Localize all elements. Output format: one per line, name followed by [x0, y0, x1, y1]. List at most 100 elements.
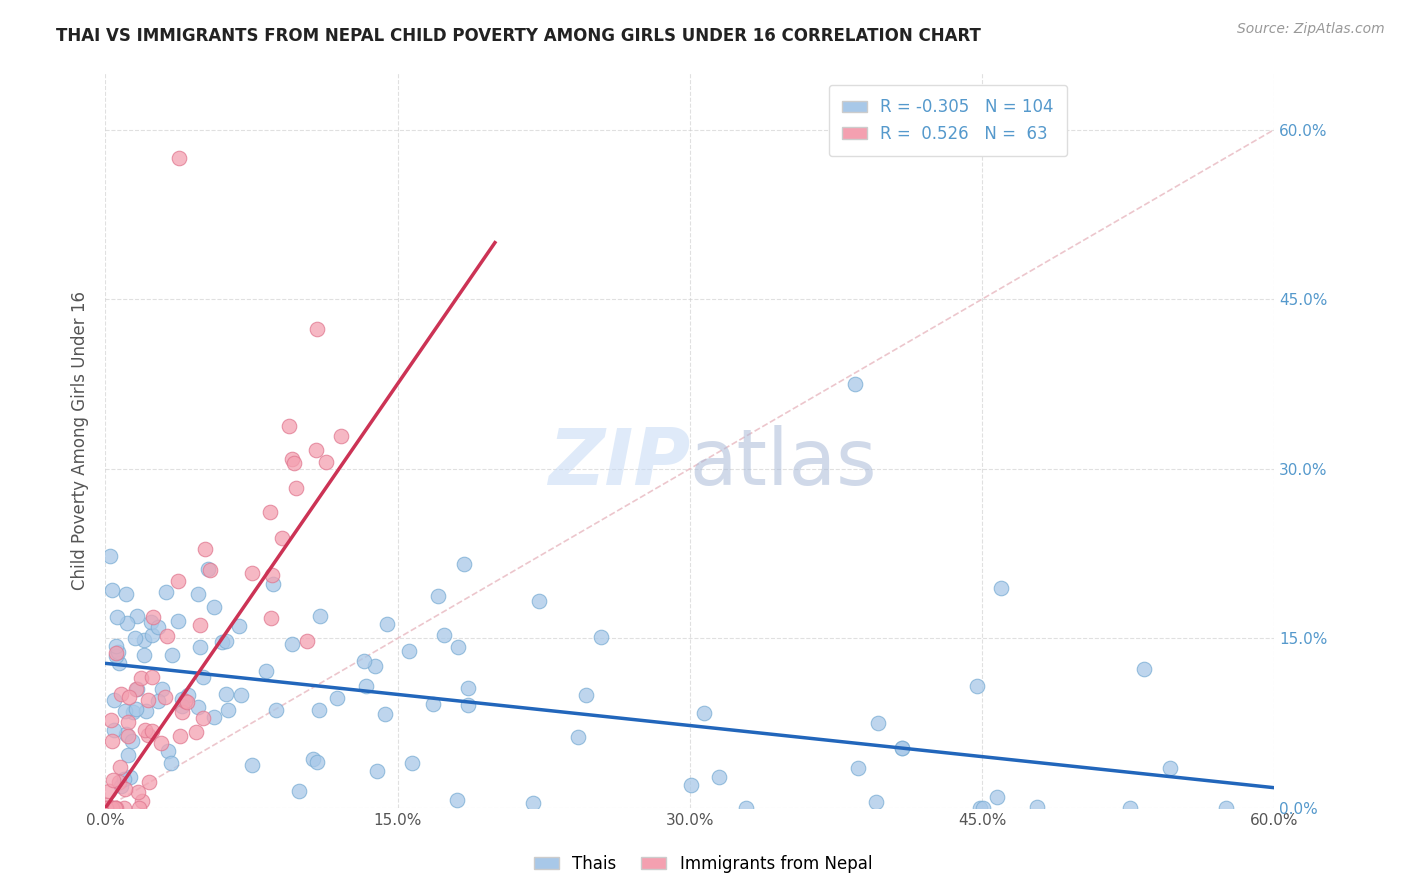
Point [136, 693, 159, 707]
Point [98, 801, 121, 815]
Point [103, 773, 125, 788]
Point [308, 703, 330, 717]
Point [433, 628, 456, 642]
Point [215, 633, 238, 648]
Point [174, 694, 197, 708]
Point [591, 630, 613, 644]
Text: atlas: atlas [690, 425, 877, 500]
Point [141, 670, 163, 684]
Point [132, 633, 155, 648]
Point [150, 736, 173, 750]
Point [167, 151, 190, 165]
Point [134, 723, 156, 737]
Point [156, 629, 179, 643]
Point [202, 710, 225, 724]
Point [305, 442, 328, 457]
Point [285, 481, 308, 495]
Point [309, 609, 332, 624]
Point [103, 693, 125, 707]
Point [100, 713, 122, 727]
Point [101, 583, 124, 598]
Point [1026, 800, 1049, 814]
Text: ZIP: ZIP [547, 425, 690, 500]
Point [735, 801, 758, 815]
Point [187, 587, 209, 601]
Point [172, 705, 194, 719]
Point [124, 631, 146, 645]
Point [125, 681, 148, 696]
Point [278, 418, 301, 433]
Point [522, 797, 544, 811]
Point [401, 756, 423, 770]
Point [240, 566, 263, 580]
Point [94, 801, 117, 815]
Point [160, 756, 183, 770]
Point [122, 706, 145, 720]
Point [891, 741, 914, 756]
Point [141, 628, 163, 642]
Point [155, 584, 177, 599]
Point [139, 615, 162, 629]
Point [166, 614, 188, 628]
Point [104, 801, 127, 815]
Point [446, 792, 468, 806]
Point [264, 703, 287, 717]
Point [105, 646, 128, 660]
Text: THAI VS IMMIGRANTS FROM NEPAL CHILD POVERTY AMONG GIRLS UNDER 16 CORRELATION CHA: THAI VS IMMIGRANTS FROM NEPAL CHILD POVE… [56, 27, 981, 45]
Point [295, 633, 318, 648]
Point [366, 764, 388, 778]
Point [125, 702, 148, 716]
Point [169, 729, 191, 743]
Point [260, 567, 283, 582]
Point [114, 781, 136, 796]
Point [198, 563, 221, 577]
Point [115, 727, 138, 741]
Point [167, 574, 190, 589]
Point [104, 801, 127, 815]
Point [398, 643, 420, 657]
Point [281, 637, 304, 651]
Point [104, 801, 127, 815]
Point [681, 778, 703, 792]
Point [114, 704, 136, 718]
Point [125, 608, 148, 623]
Point [1133, 663, 1156, 677]
Point [305, 321, 328, 335]
Point [193, 711, 215, 725]
Point [240, 758, 263, 772]
Point [108, 774, 131, 789]
Point [422, 697, 444, 711]
Point [969, 801, 991, 815]
Point [262, 576, 284, 591]
Point [125, 682, 148, 697]
Point [108, 760, 131, 774]
Point [191, 669, 214, 683]
Point [129, 671, 152, 685]
Point [176, 695, 198, 709]
Point [117, 714, 139, 729]
Point [128, 801, 150, 815]
Point [176, 688, 198, 702]
Point [194, 541, 217, 556]
Point [105, 649, 128, 664]
Legend: Thais, Immigrants from Nepal: Thais, Immigrants from Nepal [527, 848, 879, 880]
Point [112, 772, 135, 787]
Point [868, 715, 890, 730]
Point [1215, 801, 1237, 815]
Point [118, 690, 141, 705]
Point [457, 698, 479, 712]
Point [103, 723, 125, 738]
Point [118, 771, 141, 785]
Point [110, 687, 132, 701]
Point [142, 610, 165, 624]
Point [693, 706, 716, 720]
Point [148, 620, 170, 634]
Point [426, 589, 449, 603]
Point [117, 747, 139, 762]
Point [986, 790, 1008, 805]
Point [188, 640, 211, 655]
Point [115, 616, 138, 631]
Point [135, 704, 157, 718]
Point [453, 557, 475, 571]
Point [104, 639, 127, 653]
